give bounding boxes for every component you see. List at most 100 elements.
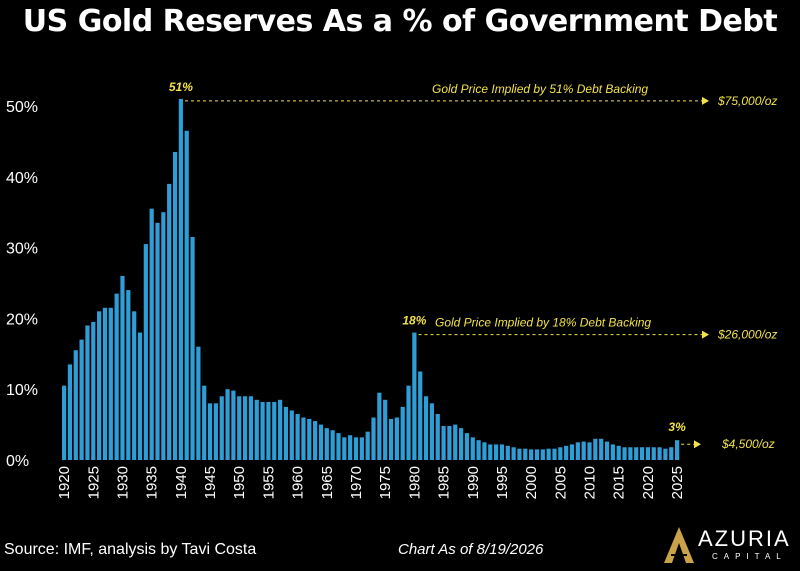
bar <box>318 424 324 460</box>
bar <box>102 307 108 460</box>
bar <box>307 418 312 460</box>
bar <box>569 444 575 460</box>
bar <box>254 399 259 460</box>
bar <box>324 428 329 460</box>
y-tick-label: 10% <box>6 382 38 399</box>
bar <box>359 437 364 460</box>
logo: AZURIA CAPITAL <box>660 523 800 568</box>
x-tick-label: 2015 <box>611 466 628 499</box>
bar <box>143 244 148 460</box>
bar <box>441 426 446 460</box>
bar <box>616 445 621 460</box>
y-tick-label: 0% <box>6 453 29 470</box>
implied-price: $75,000/oz <box>717 94 777 108</box>
bar <box>558 447 563 460</box>
bar <box>272 401 277 460</box>
bars <box>62 98 680 461</box>
bar <box>91 321 96 460</box>
bar <box>196 346 201 460</box>
bar <box>482 442 487 460</box>
bar <box>383 399 388 460</box>
bar <box>476 440 481 460</box>
bar <box>67 364 73 460</box>
bar <box>225 389 230 460</box>
bar <box>453 424 458 460</box>
logo-subtitle: CAPITAL <box>712 552 787 561</box>
bar <box>330 430 335 460</box>
bar <box>540 449 545 460</box>
bar <box>190 236 195 460</box>
bar <box>62 385 67 460</box>
bar <box>552 448 557 460</box>
bar <box>213 403 218 460</box>
bar <box>167 183 172 460</box>
x-tick-label: 1950 <box>231 466 248 499</box>
bar <box>464 433 470 460</box>
bar <box>628 447 633 460</box>
x-tick-label: 1920 <box>56 466 73 499</box>
bar <box>184 130 189 460</box>
bar <box>202 385 207 460</box>
peak-label: 18% <box>402 314 426 328</box>
bar <box>593 438 598 460</box>
bar <box>564 445 569 460</box>
x-tick-label: 1945 <box>202 466 219 499</box>
implied-price: $4,500/oz <box>721 437 775 451</box>
bar <box>400 406 405 460</box>
bar <box>505 445 510 460</box>
bar <box>219 396 224 460</box>
y-tick-label: 40% <box>6 170 38 187</box>
bar <box>622 447 627 460</box>
bar <box>278 399 283 460</box>
bar <box>207 403 213 460</box>
x-tick-label: 1965 <box>319 466 336 499</box>
bar <box>85 325 90 460</box>
x-tick-label: 1980 <box>406 466 423 499</box>
bar <box>289 410 294 460</box>
bar <box>266 401 271 460</box>
bar <box>447 426 452 460</box>
bar <box>523 448 528 460</box>
bar <box>295 413 300 460</box>
bar <box>423 396 429 460</box>
bar <box>599 438 604 460</box>
bar <box>353 437 359 460</box>
bar <box>517 448 522 460</box>
bar <box>371 417 376 460</box>
bar <box>494 444 499 460</box>
annotation-text: Gold Price Implied by 18% Debt Backing <box>435 316 651 330</box>
bar <box>610 444 615 460</box>
arrow-icon <box>694 440 701 449</box>
bar <box>248 396 254 460</box>
y-tick-label: 50% <box>6 99 38 116</box>
x-tick-label: 1990 <box>465 466 482 499</box>
bar <box>581 441 586 460</box>
x-tick-label: 1930 <box>115 466 132 499</box>
bar <box>657 447 662 460</box>
bar <box>488 444 493 460</box>
bar <box>336 433 341 460</box>
bar <box>674 440 680 460</box>
bar <box>412 332 417 460</box>
bar <box>394 417 399 460</box>
x-tick-label: 1985 <box>436 466 453 499</box>
annotation-text: Gold Price Implied by 51% Debt Backing <box>432 82 648 96</box>
bar <box>172 152 178 460</box>
bar <box>406 385 411 460</box>
y-tick-label: 30% <box>6 241 38 258</box>
bar <box>242 396 248 460</box>
bar <box>155 222 160 460</box>
x-tick-label: 1960 <box>290 466 307 499</box>
logo-name: AZURIA <box>698 526 791 551</box>
arrow-icon <box>702 330 709 339</box>
chart-title: US Gold Reserves As a % of Government De… <box>22 4 778 39</box>
bar <box>470 437 475 460</box>
x-tick-label: 1925 <box>85 466 102 499</box>
bar <box>388 418 394 460</box>
bar <box>149 208 154 460</box>
bar <box>161 212 166 460</box>
bar <box>587 442 592 460</box>
bar <box>546 448 551 460</box>
bar <box>418 371 423 460</box>
